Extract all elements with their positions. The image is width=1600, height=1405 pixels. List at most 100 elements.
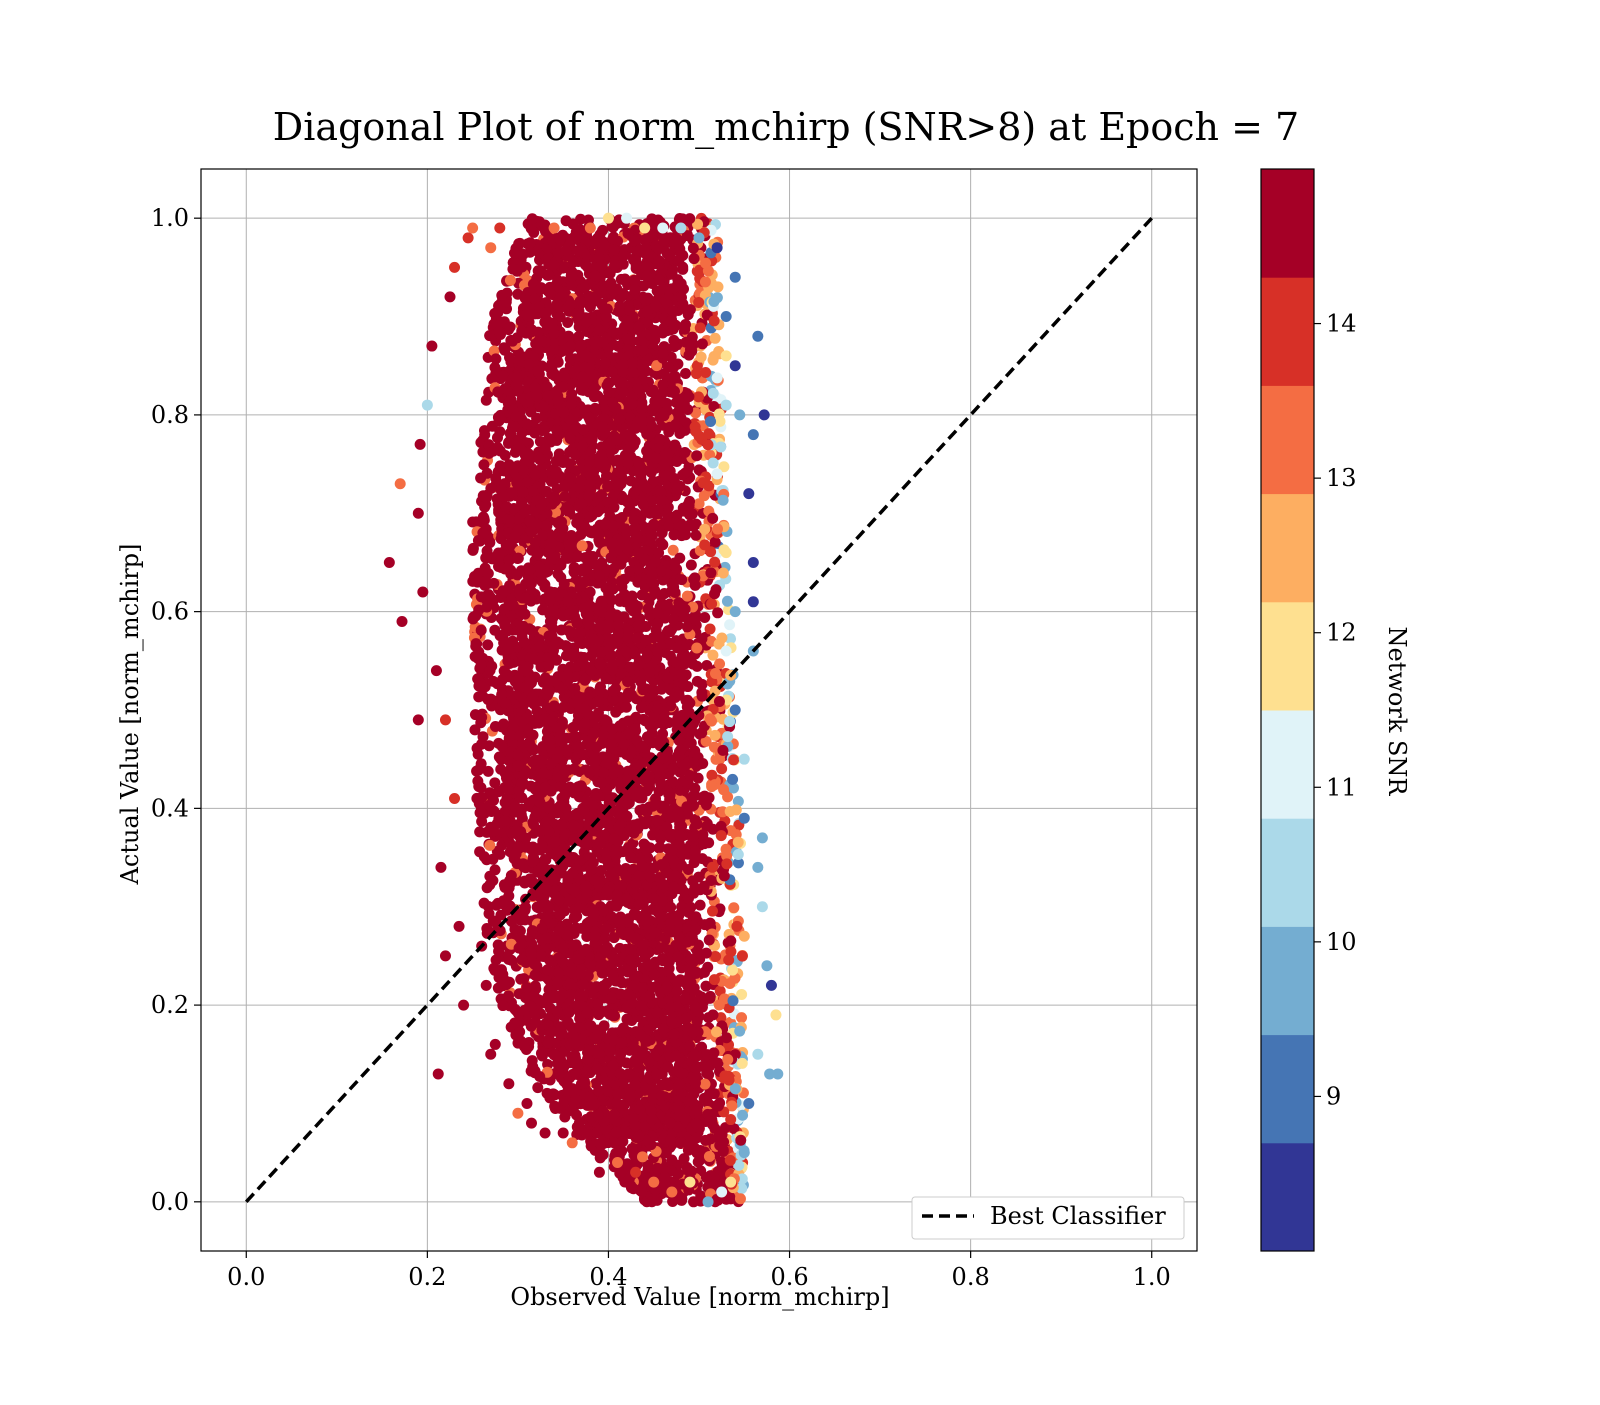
scatter-point (699, 1093, 710, 1104)
scatter-point (680, 368, 691, 379)
scatter-point (693, 297, 704, 308)
scatter-point (708, 355, 719, 366)
scatter-point (473, 535, 484, 546)
scatter-point (496, 290, 507, 301)
scatter-point (485, 665, 496, 676)
scatter-point (736, 1012, 747, 1023)
scatter-point (490, 864, 501, 875)
scatter-point (698, 477, 709, 488)
scatter-point (699, 524, 710, 535)
scatter-point (682, 466, 693, 477)
scatter-point (527, 213, 538, 224)
scatter-point (688, 521, 699, 532)
scatter-point (707, 513, 718, 524)
scatter-point (509, 1017, 520, 1028)
scatter-point (481, 395, 492, 406)
scatter-point (710, 668, 721, 679)
scatter-point (687, 875, 698, 886)
scatter-point (478, 459, 489, 470)
scatter-point (684, 500, 695, 511)
scatter-point (513, 1008, 524, 1019)
scatter-point (613, 764, 624, 775)
scatter-point (575, 296, 586, 307)
scatter-point (709, 974, 720, 985)
scatter-point (691, 368, 702, 379)
scatter-point (575, 214, 586, 225)
scatter-point (481, 492, 492, 503)
scatter-point (674, 243, 685, 254)
scatter-point (721, 858, 732, 869)
scatter-point (491, 900, 502, 911)
scatter-point (484, 800, 495, 811)
scatter-point (655, 842, 666, 853)
scatter-point (495, 849, 506, 860)
scatter-point (705, 918, 716, 929)
scatter-point (723, 954, 734, 965)
scatter-point (692, 818, 703, 829)
scatter-point (637, 1151, 648, 1162)
scatter-point (709, 315, 720, 326)
scatter-point (626, 1182, 637, 1193)
scatter-point (694, 498, 705, 509)
scatter-point (714, 1140, 725, 1151)
scatter-point (707, 906, 718, 917)
scatter-point (595, 1138, 606, 1149)
scatter-point (490, 353, 501, 364)
scatter-point (734, 1026, 745, 1037)
scatter-point (686, 1166, 697, 1177)
scatter-point (713, 1100, 724, 1111)
scatter-point (482, 882, 493, 893)
scatter-point (482, 639, 493, 650)
scatter-point (699, 612, 710, 623)
scatter-point (688, 574, 699, 585)
scatter-point (488, 446, 499, 457)
scatter-point (710, 333, 721, 344)
scatter-point (470, 651, 481, 662)
scatter-point (708, 457, 719, 468)
scatter-point (706, 770, 717, 781)
scatter-point (733, 849, 744, 860)
scatter-point (737, 1110, 748, 1121)
scatter-point (703, 1012, 714, 1023)
scatter-point (718, 495, 729, 506)
scatter-point (489, 625, 500, 636)
scatter-point (706, 781, 717, 792)
scatter-point (717, 745, 728, 756)
scatter-point (712, 607, 723, 618)
scatter-point (693, 391, 704, 402)
scatter-point (531, 807, 542, 818)
scatter-point (638, 714, 649, 725)
scatter-point (476, 712, 487, 723)
scatter-point (682, 621, 693, 632)
scatter-point (542, 1088, 553, 1099)
scatter-point (479, 580, 490, 591)
scatter-point (480, 552, 491, 563)
scatter-point (718, 784, 729, 795)
scatter-point (703, 439, 714, 450)
scatter-point (712, 372, 723, 383)
scatter-point (697, 829, 708, 840)
scatter-point (517, 261, 528, 272)
scatter-point (701, 799, 712, 810)
scatter-point (481, 602, 492, 613)
scatter-point (692, 676, 703, 687)
scatter-point (706, 875, 717, 886)
scatter-point (714, 696, 725, 707)
scatter-point (473, 568, 484, 579)
scatter-point (719, 1070, 730, 1081)
scatter-point (722, 731, 733, 742)
scatter-point (691, 450, 702, 461)
scatter-point (558, 942, 569, 953)
scatter-point (506, 395, 517, 406)
scatter-point (721, 1032, 732, 1043)
scatter-point (731, 804, 742, 815)
scatter-point (706, 598, 717, 609)
scatter-point (696, 727, 707, 738)
scatter-point (699, 539, 710, 550)
scatter-point (677, 262, 688, 273)
scatter-point (725, 935, 736, 946)
scatter-point (724, 716, 735, 727)
scatter-point (721, 844, 732, 855)
